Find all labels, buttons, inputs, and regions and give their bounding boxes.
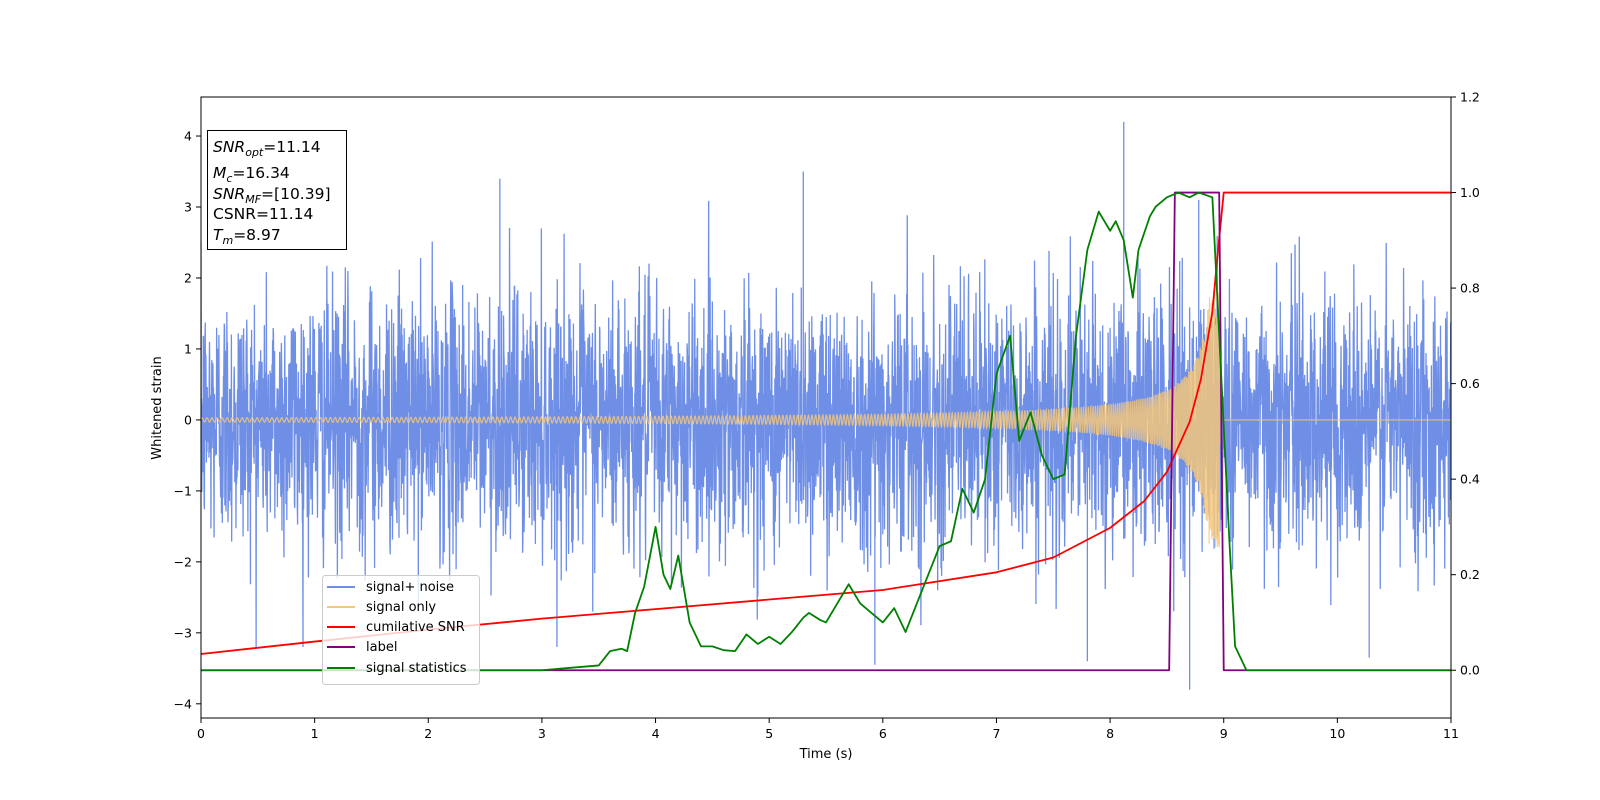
y-tick-label-left: −2	[174, 554, 192, 569]
x-tick-label: 9	[1220, 726, 1228, 741]
x-tick-label: 10	[1329, 726, 1345, 741]
x-tick-label: 1	[311, 726, 319, 741]
info-mc: Mc=16.34	[213, 164, 290, 185]
y-tick-label-right: 1.0	[1460, 185, 1480, 200]
legend-frame	[322, 575, 480, 685]
info-tm: Tm=8.97	[213, 226, 281, 247]
x-axis-label: Time (s)	[799, 747, 853, 762]
x-tick-label: 4	[652, 726, 660, 741]
x-tick-label: 11	[1443, 726, 1459, 741]
y-tick-label-right: 1.2	[1460, 90, 1480, 105]
legend-label-signal-statistics: signal statistics	[366, 661, 467, 676]
plot-area	[201, 121, 1451, 690]
info-snr-opt: SNRopt=11.14	[213, 138, 321, 159]
y-tick-label-right: 0.6	[1460, 376, 1480, 391]
x-tick-label: 6	[879, 726, 887, 741]
y-tick-label-left: 2	[184, 270, 192, 285]
legend: signal+ noise signal only cumilative SNR…	[322, 575, 480, 685]
series-cumulative-snr	[201, 191, 1451, 655]
axes: 0 1 2 3 4 5 6 7 8 9 10 1143210−1−2−3−41.21.00.80.60…	[174, 90, 1480, 742]
series-signal-statistics	[201, 191, 1451, 672]
series-signal-only	[201, 292, 1451, 548]
y-axis-label: Whitened strain	[150, 356, 165, 459]
x-tick-label: 3	[538, 726, 546, 741]
plot-frame	[200, 96, 1452, 719]
legend-label-label: label	[366, 640, 397, 655]
y-tick-label-right: 0.4	[1460, 472, 1480, 487]
y-tick-label-left: −4	[174, 696, 192, 711]
x-tick-label: 5	[765, 726, 773, 741]
legend-label-signal-only: signal only	[366, 600, 436, 615]
y-tick-label-left: 0	[184, 412, 192, 427]
info-box: SNRopt=11.14 Mc=16.34 SNRMF=[10.39] CSNR…	[207, 130, 347, 250]
y-tick-label-right: 0.2	[1460, 567, 1480, 582]
y-tick-label-left: −3	[174, 625, 192, 640]
y-tick-label-left: 3	[184, 200, 192, 215]
info-csnr: CSNR=11.14	[213, 205, 313, 223]
x-tick-label: 2	[424, 726, 432, 741]
y-tick-label-left: 1	[184, 341, 192, 356]
y-tick-label-right: 0.8	[1460, 281, 1480, 296]
x-tick-label: 8	[1106, 726, 1114, 741]
legend-label-cumulative-snr: cumilative SNR	[366, 620, 465, 635]
info-snr-mf: SNRMF=[10.39]	[213, 185, 331, 206]
y-tick-label-right: 0.0	[1460, 663, 1480, 678]
x-tick-label: 7	[992, 726, 1000, 741]
y-tick-label-left: 4	[184, 129, 192, 144]
legend-label-signal-noise: signal+ noise	[366, 580, 454, 595]
x-tick-label: 0	[197, 726, 205, 741]
y-tick-label-left: −1	[174, 483, 192, 498]
info-box-frame	[207, 130, 347, 250]
